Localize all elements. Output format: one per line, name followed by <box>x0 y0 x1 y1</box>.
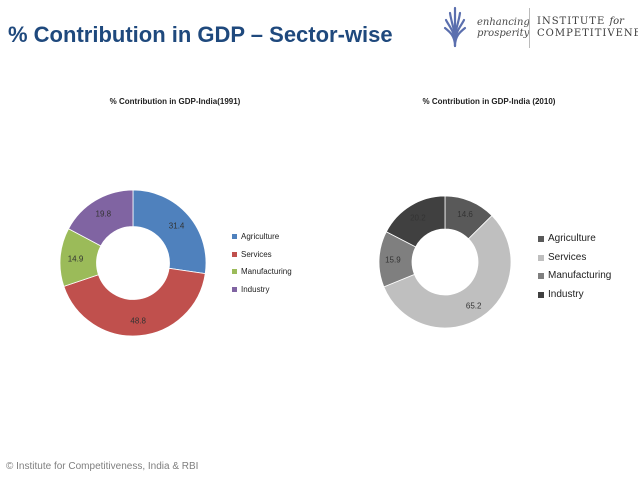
chart-title: % Contribution in GDP-India(1991) <box>109 97 241 106</box>
data-label-agriculture: 31.4 <box>169 221 185 230</box>
slice-agriculture <box>132 189 207 275</box>
legend-swatch <box>232 286 237 292</box>
legend-label: Agriculture <box>241 232 280 241</box>
slice-industry <box>385 195 446 248</box>
legend-swatch <box>232 269 237 274</box>
slice-industry <box>67 189 134 247</box>
chart-gdp-1991: % Contribution in GDP-India(1991) 31.4 48… <box>30 90 320 350</box>
legend-label: Manufacturing <box>548 270 612 281</box>
logo-name-institute: INSTITUTE <box>537 16 606 27</box>
legend-item-agriculture: Agriculture <box>232 232 292 250</box>
donut-chart-1991: 31.4 48.8 14.9 19.8 <box>59 189 207 337</box>
legend-label: Services <box>548 251 587 263</box>
logo: enhancing prosperity INSTITUTE for COMPE… <box>441 6 638 50</box>
slice-services <box>383 215 512 329</box>
logo-name-for: for <box>609 16 624 27</box>
legend-label: Industry <box>548 288 584 300</box>
chart-gdp-2010: % Contribution in GDP-India (2010) 14.6 6… <box>340 90 638 350</box>
donut-chart-2010: 14.6 65.2 15.9 20.2 <box>378 195 512 329</box>
logo-tagline: enhancing prosperity <box>477 17 530 39</box>
data-label-services: 65.2 <box>466 302 482 311</box>
footer-copyright: © Institute for Competitiveness, India &… <box>6 461 199 472</box>
legend-item-services: Services <box>232 250 292 268</box>
data-label-services: 48.8 <box>130 316 146 325</box>
legend-swatch <box>232 251 237 257</box>
data-label-industry: 19.8 <box>96 210 112 219</box>
legend-swatch <box>538 291 544 298</box>
logo-name-line-1: INSTITUTE for <box>537 16 637 28</box>
legend-item-industry: Industry <box>538 289 611 308</box>
legend-item-manufacturing: Manufacturing <box>232 267 292 285</box>
legend-item-services: Services <box>538 252 611 271</box>
legend-label: Industry <box>241 284 270 294</box>
page-title: % Contribution in GDP – Sector-wise <box>8 22 393 47</box>
logo-tagline-1: enhancing <box>477 17 530 28</box>
legend-swatch <box>538 273 544 279</box>
legend: Agriculture Services Manufacturing Indus… <box>538 233 611 307</box>
leaf-sheaf-icon <box>443 6 467 48</box>
data-label-manufacturing: 14.9 <box>68 254 84 263</box>
logo-name-competitiveness: COMPETITIVENESS <box>537 28 638 39</box>
legend-item-agriculture: Agriculture <box>538 233 611 252</box>
legend-label: Manufacturing <box>241 267 292 276</box>
legend: Agriculture Services Manufacturing Indus… <box>232 232 292 302</box>
legend-item-industry: Industry <box>232 285 292 303</box>
data-label-manufacturing: 15.9 <box>385 256 401 265</box>
logo-tagline-2: prosperity <box>477 28 530 39</box>
legend-swatch <box>538 254 544 261</box>
legend-label: Services <box>241 249 272 259</box>
chart-title: % Contribution in GDP-India (2010) <box>422 97 556 106</box>
legend-swatch <box>538 236 544 242</box>
data-label-agriculture: 14.6 <box>457 210 473 219</box>
legend-item-manufacturing: Manufacturing <box>538 270 611 289</box>
legend-label: Agriculture <box>548 233 596 244</box>
logo-name: INSTITUTE for COMPETITIVENESS <box>537 16 638 40</box>
slice-services <box>63 267 206 337</box>
logo-divider <box>529 8 530 48</box>
legend-swatch <box>232 234 237 239</box>
data-label-industry: 20.2 <box>410 214 426 223</box>
